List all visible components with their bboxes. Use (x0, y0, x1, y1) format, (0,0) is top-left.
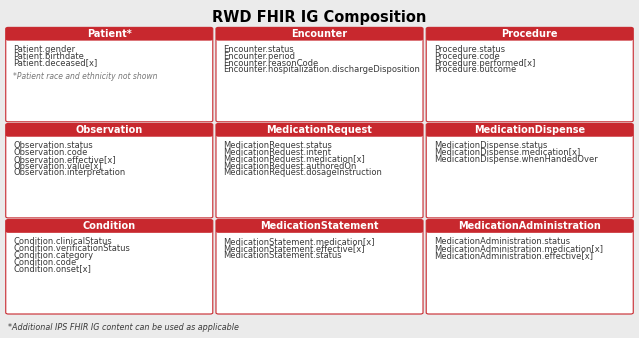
Text: MedicationRequest.intent: MedicationRequest.intent (224, 148, 332, 157)
FancyBboxPatch shape (426, 27, 633, 122)
Text: Observation: Observation (75, 125, 143, 135)
Text: MedicationAdministration.effective[x]: MedicationAdministration.effective[x] (434, 251, 593, 260)
Text: *Additional IPS FHIR IG content can be used as applicable: *Additional IPS FHIR IG content can be u… (8, 323, 239, 332)
Text: Patient.deceased[x]: Patient.deceased[x] (13, 58, 98, 68)
Text: Observation.effective[x]: Observation.effective[x] (13, 155, 116, 164)
Text: MedicationDispense.status: MedicationDispense.status (434, 141, 547, 150)
Text: MedicationDispense.medication[x]: MedicationDispense.medication[x] (434, 148, 580, 157)
Text: MedicationRequest.authoredOn: MedicationRequest.authoredOn (224, 162, 357, 170)
Text: MedicationStatement.effective[x]: MedicationStatement.effective[x] (224, 244, 365, 253)
Text: MedicationAdministration.status: MedicationAdministration.status (434, 237, 570, 246)
FancyBboxPatch shape (6, 27, 213, 122)
Text: MedicationRequest.dosageInstruction: MedicationRequest.dosageInstruction (224, 168, 383, 177)
FancyBboxPatch shape (426, 123, 633, 218)
FancyBboxPatch shape (216, 123, 423, 137)
Text: *Patient race and ethnicity not shown: *Patient race and ethnicity not shown (13, 72, 158, 81)
Text: Encounter: Encounter (291, 29, 348, 39)
FancyBboxPatch shape (216, 27, 423, 41)
Text: Patient.gender: Patient.gender (13, 45, 75, 54)
Text: Encounter.reasonCode: Encounter.reasonCode (224, 58, 319, 68)
FancyBboxPatch shape (426, 27, 633, 41)
Text: Procedure.outcome: Procedure.outcome (434, 66, 516, 74)
Text: MedicationDispense.whenHandedOver: MedicationDispense.whenHandedOver (434, 155, 597, 164)
FancyBboxPatch shape (216, 123, 423, 218)
FancyBboxPatch shape (6, 123, 213, 137)
Text: MedicationStatement.medication[x]: MedicationStatement.medication[x] (224, 237, 375, 246)
FancyBboxPatch shape (6, 123, 213, 218)
Bar (8, 34, 210, 39)
Bar (8, 130, 210, 136)
FancyBboxPatch shape (6, 220, 213, 233)
Bar (219, 34, 420, 39)
Text: RWD FHIR IG Composition: RWD FHIR IG Composition (212, 10, 427, 25)
Text: Procedure.code: Procedure.code (434, 52, 500, 61)
Text: MedicationStatement: MedicationStatement (260, 221, 379, 231)
Text: Observation.status: Observation.status (13, 141, 93, 150)
Text: Condition.verificationStatus: Condition.verificationStatus (13, 244, 130, 253)
FancyBboxPatch shape (216, 220, 423, 233)
Text: Patient*: Patient* (87, 29, 132, 39)
Text: Encounter.period: Encounter.period (224, 52, 296, 61)
FancyBboxPatch shape (426, 220, 633, 233)
Text: Condition.clinicalStatus: Condition.clinicalStatus (13, 237, 112, 246)
Bar (219, 226, 420, 232)
FancyBboxPatch shape (426, 220, 633, 314)
Text: Encounter.status: Encounter.status (224, 45, 295, 54)
Text: Condition: Condition (82, 221, 136, 231)
Text: MedicationAdministration.medication[x]: MedicationAdministration.medication[x] (434, 244, 603, 253)
Text: Observation.value[x]: Observation.value[x] (13, 162, 102, 170)
FancyBboxPatch shape (6, 27, 213, 41)
Bar (429, 226, 631, 232)
Text: MedicationStatement.status: MedicationStatement.status (224, 251, 343, 260)
Text: MedicationRequest.medication[x]: MedicationRequest.medication[x] (224, 155, 366, 164)
Text: Condition.code: Condition.code (13, 258, 77, 267)
Text: MedicationAdministration: MedicationAdministration (458, 221, 601, 231)
FancyBboxPatch shape (216, 220, 423, 314)
Text: Procedure: Procedure (502, 29, 558, 39)
Text: Condition.category: Condition.category (13, 251, 93, 260)
FancyBboxPatch shape (6, 220, 213, 314)
Text: Condition.onset[x]: Condition.onset[x] (13, 265, 91, 273)
Bar (429, 130, 631, 136)
Text: MedicationRequest: MedicationRequest (266, 125, 373, 135)
Text: Procedure.performed[x]: Procedure.performed[x] (434, 58, 535, 68)
Text: Procedure.status: Procedure.status (434, 45, 505, 54)
Bar (429, 34, 631, 39)
Bar (219, 130, 420, 136)
Text: Observation.interpretation: Observation.interpretation (13, 168, 126, 177)
Text: MedicationRequest.status: MedicationRequest.status (224, 141, 332, 150)
Text: MedicationDispense: MedicationDispense (474, 125, 585, 135)
Text: Observation.code: Observation.code (13, 148, 88, 157)
FancyBboxPatch shape (426, 123, 633, 137)
Text: Encounter.hospitalization.dischargeDisposition: Encounter.hospitalization.dischargeDispo… (224, 66, 420, 74)
Text: Patient.birthdate: Patient.birthdate (13, 52, 84, 61)
Bar (8, 226, 210, 232)
FancyBboxPatch shape (216, 27, 423, 122)
